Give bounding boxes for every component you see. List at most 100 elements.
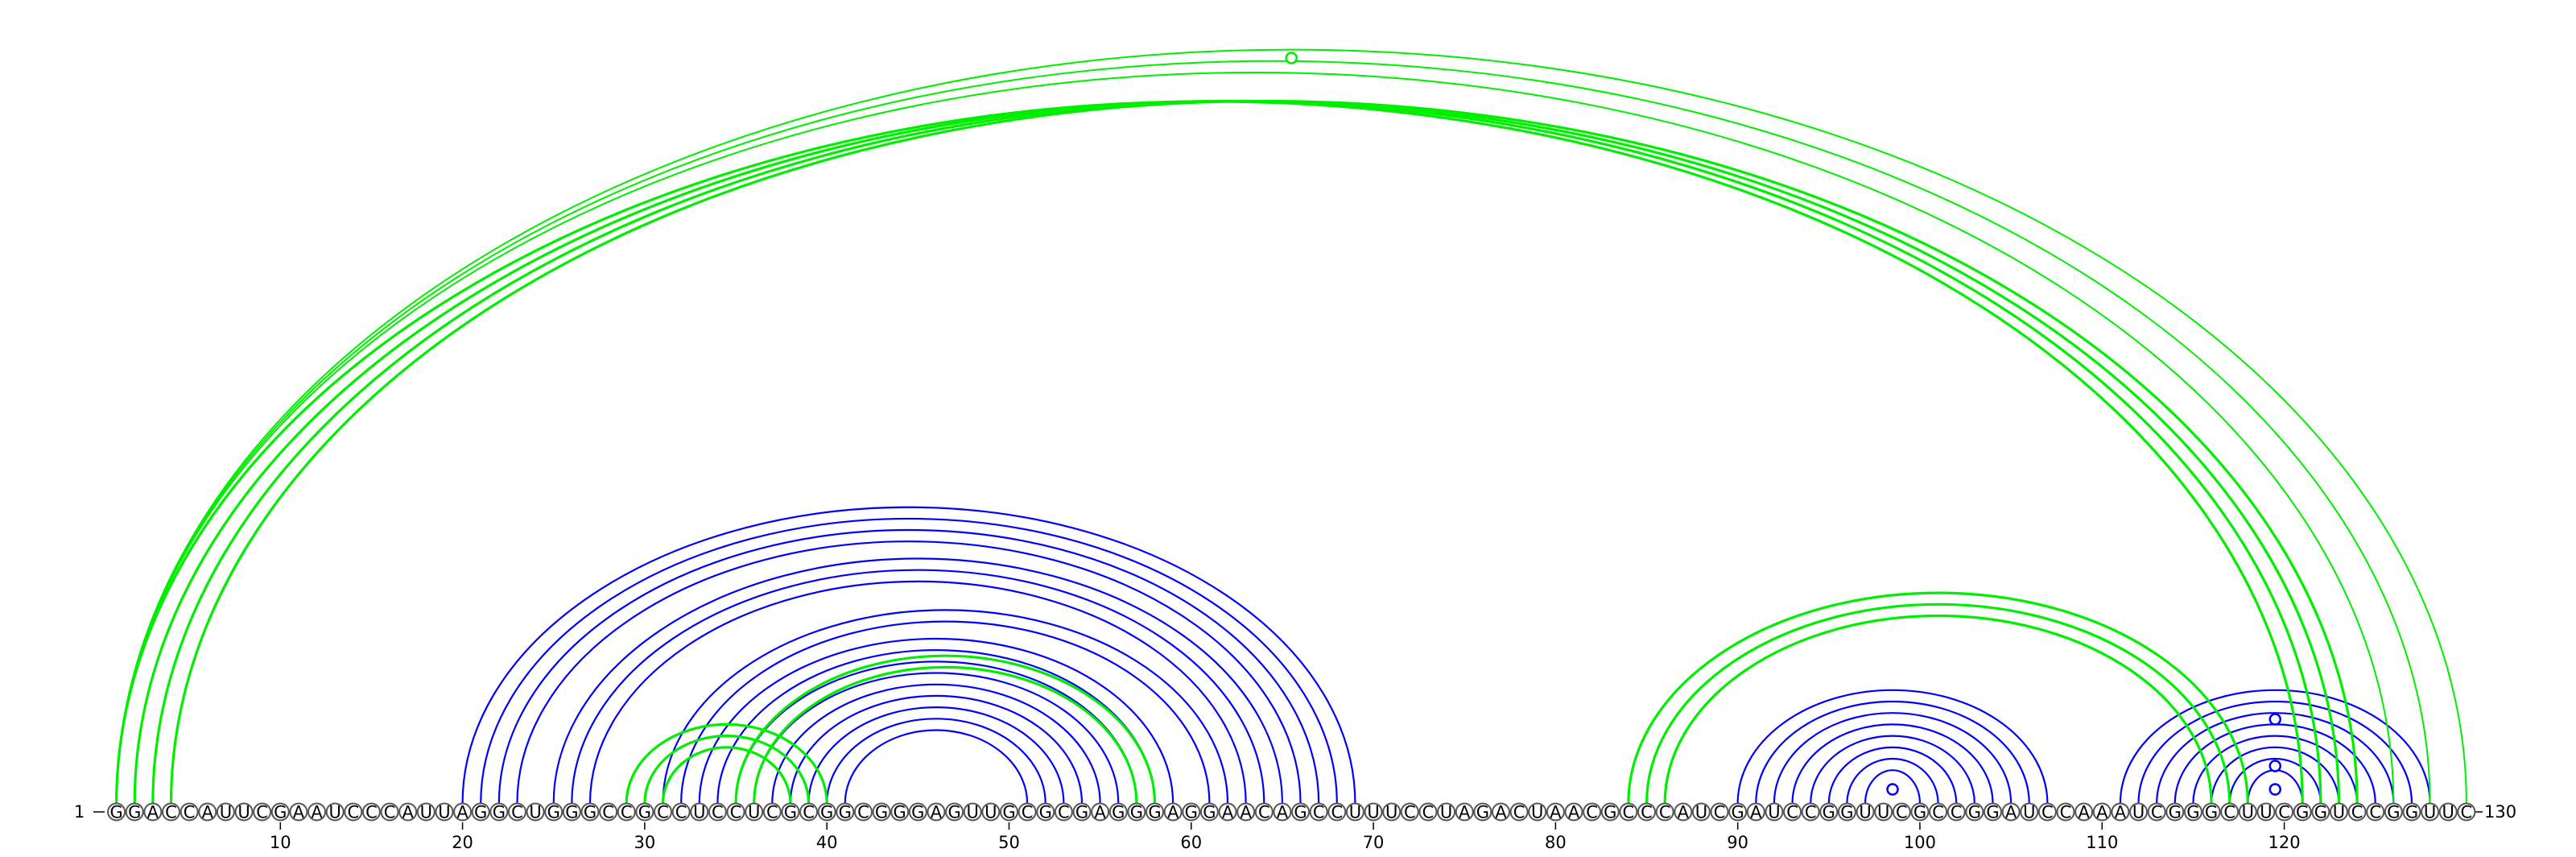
base-pair-arcs [117,50,2467,804]
base-letter: C [1022,803,1034,822]
base-letter: G [1148,803,1161,822]
nucleotide: G [1729,803,1746,822]
nucleotide: G [873,803,890,822]
base-letter: C [1331,803,1343,822]
base-letter: C [365,803,378,822]
end-index-label: 130 [2484,802,2516,822]
nucleotide: U [745,803,762,822]
blue-loop-marker [1888,785,1898,795]
nucleotide: G [2166,803,2183,822]
nucleotide: A [290,803,307,822]
tick-label: 100 [1904,833,1936,852]
nucleotide: C [1328,803,1345,822]
base-letter: A [1094,803,1106,822]
nucleotide: U [691,803,708,822]
nucleotide: A [144,803,161,822]
nucleotide: C [1711,803,1728,822]
nucleotide: C [2058,803,2074,822]
base-letter: A [202,803,214,822]
nucleotide: A [399,803,416,822]
nucleotide: U [964,803,981,822]
base-letter: U [1768,803,1780,822]
nucleotide: G [2312,803,2329,822]
tick-label: 110 [2086,833,2118,852]
nucleotide: G [490,803,507,822]
nucleotide: G [126,803,143,822]
base-letter: A [2115,803,2127,822]
nucleotide: G [1201,803,1218,822]
nucleotide: G [1110,803,1127,822]
nucleotide: A [1456,803,1473,822]
start-index-label: 1 [74,802,85,822]
nucleotide: G [1292,803,1309,822]
base-letter: C [1896,803,1908,822]
tick-label: 10 [270,833,291,852]
base-letter: G [911,803,924,822]
base-letter: A [1240,803,1252,822]
nucleotide: G [272,803,289,822]
nucleotide: C [709,803,726,822]
blue-pair-arc [481,519,1337,804]
nucleotide: G [1820,803,1837,822]
base-letter: C [1641,803,1653,822]
nucleotide: G [1001,803,1018,822]
nucleotide: C [800,803,817,822]
tick-label: 40 [816,833,838,852]
base-letter: A [1750,803,1762,822]
base-letter: G [1913,803,1926,822]
blue-loop-marker [2270,785,2281,795]
nucleotide: U [1765,803,1782,822]
tick-label: 70 [1363,833,1385,852]
nucleotide: C [1511,803,1528,822]
nucleotide: G [819,803,836,822]
base-letter: C [1058,803,1070,822]
tick-label: 90 [1727,833,1748,852]
base-letter: U [2333,803,2345,822]
nucleotide: A [1237,803,1254,822]
nucleotide: U [2421,803,2438,822]
blue-pair-arc [791,696,1082,804]
base-letter: C [857,803,869,822]
position-ticks: 10 20 30 40 50 60 70 80 90 100 110 120 [270,822,2301,852]
nucleotide: G [1602,803,1619,822]
base-letter: C [730,803,742,822]
base-letter: C [2278,803,2290,822]
base-letter: U [693,803,705,822]
base-letter: G [894,803,906,822]
base-letter: C [621,803,633,822]
base-letter: U [748,803,760,822]
base-letter: C [1786,803,1798,822]
nucleotide: U [1529,803,1546,822]
nucleotide: C [163,803,180,822]
nucleotide: G [1146,803,1163,822]
nucleotide: C [254,803,270,822]
base-letter: U [237,803,250,822]
base-letter: C [1422,803,1435,822]
base-letter: U [529,803,541,822]
nucleotide: G [2294,803,2311,822]
nucleotide: G [1984,803,2001,822]
nucleotide: U [1365,803,1382,822]
nucleotide: C [1055,803,1072,822]
nucleotide: A [199,803,216,822]
base-letter: U [1349,803,1361,822]
base-letter: G [2169,803,2182,822]
nucleotide: G [108,803,125,822]
base-letter: U [2132,803,2145,822]
base-letter: A [1550,803,1562,822]
green-pair-arc [1647,604,2230,803]
base-letter: G [1294,803,1307,822]
base-letter: G [1823,803,1835,822]
base-letter: A [147,803,159,822]
nucleotide: G [946,803,963,822]
green-pair-arc [171,101,2357,803]
nucleotide: G [1474,803,1491,822]
base-letter: C [347,803,359,822]
base-letter: G [2296,803,2309,822]
base-letter: G [1203,803,1216,822]
base-letter: U [1877,803,1889,822]
nucleotide: A [1092,803,1108,822]
base-letter: G [839,803,852,822]
base-letter: U [1695,803,1707,822]
